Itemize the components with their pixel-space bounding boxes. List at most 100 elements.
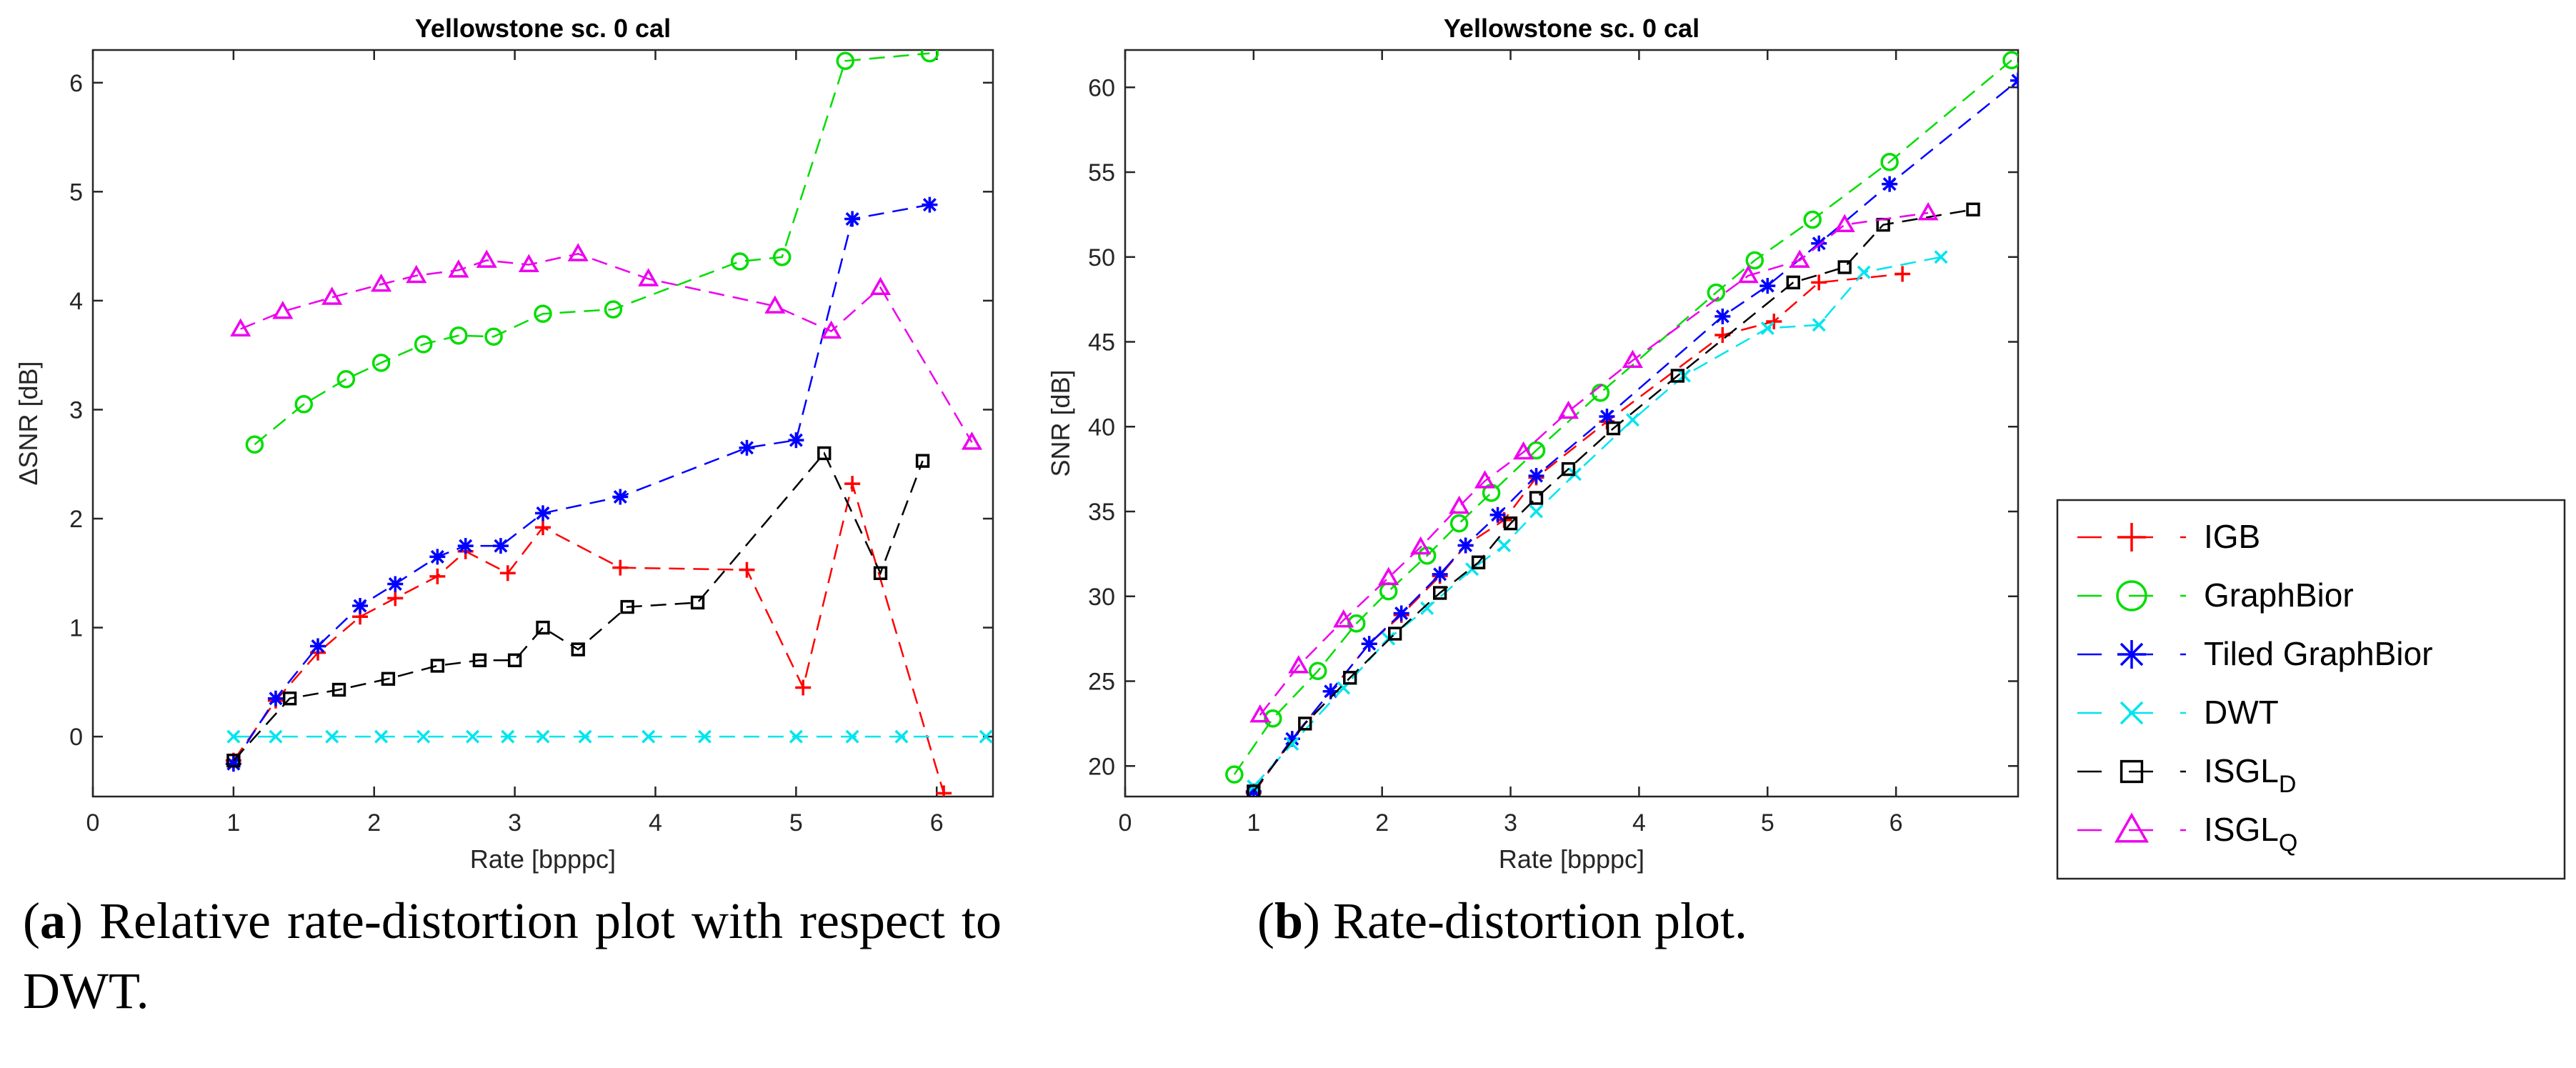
series-line-igb (1252, 273, 1903, 794)
data-point-graphbior (534, 304, 552, 323)
data-point-graphbior (371, 354, 391, 372)
plot-area-b (1124, 49, 2020, 798)
data-point-tiled-graphbior (1759, 278, 1776, 294)
series-dwt-a (226, 729, 993, 744)
data-point-tiled-graphbior (2010, 72, 2018, 89)
data-point-isgl-d (915, 454, 930, 468)
data-point-tiled-graphbior (1361, 636, 1377, 652)
data-point-graphbior (245, 435, 264, 454)
data-point-tiled-graphbior (612, 489, 629, 505)
data-point-dwt (894, 729, 909, 744)
data-point-dwt (1497, 539, 1512, 552)
data-point-graphbior (449, 326, 468, 345)
x-tick-label-a: 0 (86, 809, 100, 837)
y-tick-label-a: 5 (69, 179, 83, 206)
data-point-graphbior (336, 369, 356, 389)
data-point-isgl-d (536, 620, 550, 635)
data-point-igb (844, 476, 861, 492)
data-point-dwt (226, 729, 241, 744)
data-point-tiled-graphbior (1432, 566, 1448, 582)
data-point-graphbior (1449, 514, 1469, 533)
data-point-isgl-d (430, 659, 445, 673)
legend-label-graphbior: GraphBior (2204, 577, 2354, 614)
data-point-isgl-d (1503, 516, 1518, 531)
x-axis-label-a: Rate [bpppc] (470, 844, 616, 874)
data-point-isgl-q (476, 249, 497, 268)
data-point-tiled-graphbior (788, 432, 804, 449)
data-point-dwt (1857, 265, 1871, 279)
series-line-tiled-graphbior (232, 204, 930, 764)
data-point-igb (795, 679, 812, 696)
data-point-dwt (325, 729, 339, 744)
caption-b-letter: b (1274, 892, 1304, 949)
data-point-dwt (536, 729, 550, 744)
data-point-isgl-d (620, 599, 634, 614)
data-point-isgl-q (371, 273, 392, 292)
series-line-isgl-q (1259, 211, 1929, 716)
legend-marker-graphbior (2116, 580, 2147, 612)
data-point-isgl-q (961, 431, 983, 450)
data-point-isgl-q (1512, 441, 1534, 460)
data-point-graphbior (1225, 765, 1244, 784)
x-tick-label-a: 1 (226, 809, 240, 837)
data-point-igb (429, 568, 446, 584)
series-isgl-q-a (230, 243, 983, 450)
data-point-igb (1811, 274, 1827, 291)
data-point-dwt (1812, 318, 1826, 332)
data-point-graphbior (1309, 662, 1327, 680)
series-graphbior-b (1225, 51, 2018, 784)
y-tick-label-a: 1 (69, 615, 83, 642)
y-tick-label-b: 30 (1088, 584, 1115, 611)
data-point-graphbior (920, 50, 939, 63)
data-point-isgl-q (764, 295, 786, 314)
series-line-isgl-d (1252, 209, 1974, 792)
data-point-isgl-d (1432, 586, 1447, 600)
data-point-tiled-graphbior (535, 505, 551, 521)
data-point-isgl-d (817, 446, 832, 461)
data-point-tiled-graphbior (1714, 308, 1731, 324)
data-point-isgl-q (1737, 264, 1759, 284)
data-point-igb (535, 519, 551, 536)
x-tick-label-a: 3 (508, 809, 521, 837)
x-tick-label-a: 2 (367, 809, 381, 837)
data-point-isgl-q (272, 301, 294, 319)
data-point-dwt (845, 729, 859, 744)
data-point-tiled-graphbior (1457, 537, 1474, 554)
data-point-isgl-q (869, 276, 892, 295)
data-point-isgl-q (1333, 609, 1354, 628)
data-point-isgl-q (1249, 704, 1271, 723)
data-point-isgl-q (1288, 655, 1309, 674)
x-tick-label-b: 3 (1504, 809, 1517, 837)
data-point-graphbior (1347, 614, 1366, 633)
y-axis-label-b: SNR [dB] (1046, 369, 1075, 476)
data-point-tiled-graphbior (1393, 605, 1409, 622)
data-point-graphbior (1707, 283, 1726, 302)
data-point-isgl-d (1388, 627, 1402, 641)
data-point-isgl-d (1343, 671, 1357, 685)
series-isgl-d-a (226, 446, 930, 768)
y-tick-label-a: 0 (69, 724, 83, 751)
data-point-isgl-d (1786, 275, 1800, 290)
data-point-isgl-d (226, 753, 241, 768)
data-point-graphbior (604, 300, 623, 319)
data-point-dwt (641, 729, 656, 744)
data-point-graphbior (1264, 709, 1282, 728)
data-point-isgl-q (1410, 536, 1432, 555)
data-point-isgl-d (1298, 717, 1312, 731)
data-point-isgl-d (1561, 461, 1576, 476)
data-point-isgl-q (1557, 400, 1579, 419)
x-tick-label-a: 4 (649, 809, 662, 837)
x-tick-label-a: 6 (930, 809, 944, 837)
series-isgl-d-b (1247, 202, 1980, 797)
y-tick-label-b: 50 (1088, 244, 1115, 271)
data-point-igb (387, 590, 404, 607)
data-point-isgl-q (1789, 249, 1810, 268)
data-point-dwt (1760, 321, 1774, 335)
legend-marker-igb (2117, 523, 2146, 552)
legend-box (2056, 499, 2566, 880)
y-tick-label-b: 35 (1088, 499, 1115, 526)
data-point-dwt (578, 729, 592, 744)
data-point-dwt (789, 729, 803, 744)
